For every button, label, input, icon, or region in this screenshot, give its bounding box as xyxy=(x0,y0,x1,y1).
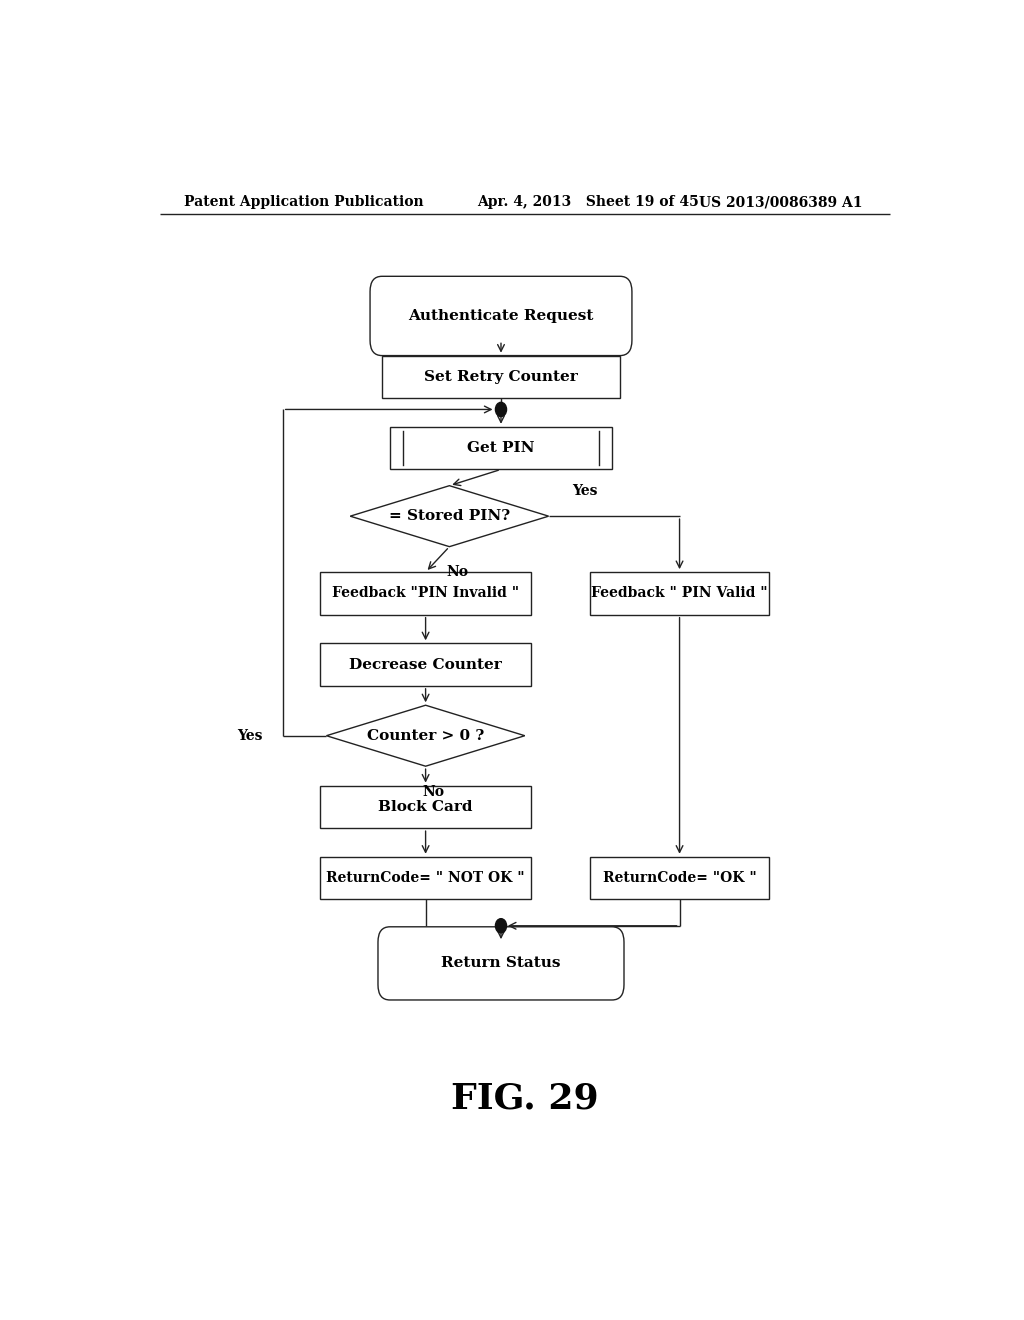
Text: ReturnCode= " NOT OK ": ReturnCode= " NOT OK " xyxy=(327,871,525,884)
Text: Set Retry Counter: Set Retry Counter xyxy=(424,370,578,384)
Polygon shape xyxy=(327,705,524,766)
Text: Decrease Counter: Decrease Counter xyxy=(349,657,502,672)
Circle shape xyxy=(496,403,507,417)
Text: Yes: Yes xyxy=(238,729,263,743)
FancyBboxPatch shape xyxy=(590,857,769,899)
Polygon shape xyxy=(350,486,549,546)
Text: ReturnCode= "OK ": ReturnCode= "OK " xyxy=(603,871,757,884)
Circle shape xyxy=(496,919,507,933)
Text: Counter > 0 ?: Counter > 0 ? xyxy=(367,729,484,743)
FancyBboxPatch shape xyxy=(378,927,624,1001)
Text: Feedback " PIN Valid ": Feedback " PIN Valid " xyxy=(591,586,768,601)
FancyBboxPatch shape xyxy=(321,857,530,899)
FancyBboxPatch shape xyxy=(321,785,530,828)
Text: Authenticate Request: Authenticate Request xyxy=(409,309,594,323)
Text: US 2013/0086389 A1: US 2013/0086389 A1 xyxy=(699,195,863,209)
Text: FIG. 29: FIG. 29 xyxy=(451,1081,599,1115)
FancyBboxPatch shape xyxy=(390,426,612,470)
Text: Block Card: Block Card xyxy=(378,800,473,814)
Text: Feedback "PIN Invalid ": Feedback "PIN Invalid " xyxy=(332,586,519,601)
FancyBboxPatch shape xyxy=(321,643,530,686)
Text: No: No xyxy=(423,784,444,799)
Text: Apr. 4, 2013   Sheet 19 of 45: Apr. 4, 2013 Sheet 19 of 45 xyxy=(477,195,699,209)
Text: Patent Application Publication: Patent Application Publication xyxy=(183,195,423,209)
FancyBboxPatch shape xyxy=(370,276,632,355)
FancyBboxPatch shape xyxy=(382,355,620,399)
Text: Yes: Yes xyxy=(572,483,598,498)
Text: = Stored PIN?: = Stored PIN? xyxy=(389,510,510,523)
Text: Get PIN: Get PIN xyxy=(467,441,535,455)
Text: Return Status: Return Status xyxy=(441,957,561,970)
FancyBboxPatch shape xyxy=(590,572,769,615)
Text: No: No xyxy=(446,565,468,579)
FancyBboxPatch shape xyxy=(321,572,530,615)
